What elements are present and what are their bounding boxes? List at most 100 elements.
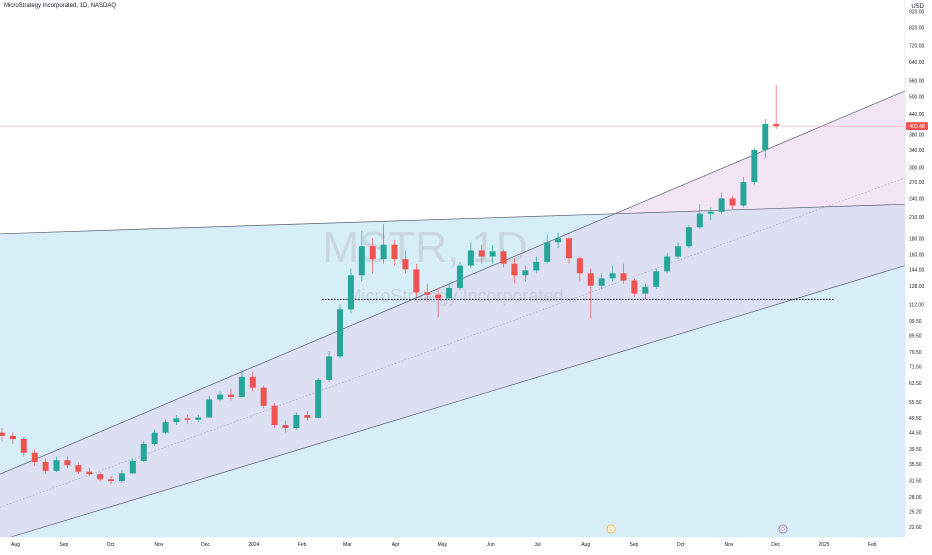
trendline-2[interactable] [0,177,906,508]
candle-body[interactable] [740,182,747,206]
candle-body[interactable] [86,471,93,475]
candle-body[interactable] [227,394,234,397]
y-tick-label: 39.50 [909,447,922,453]
candle-body[interactable] [729,198,736,206]
candle-body[interactable] [337,309,344,357]
candle-body[interactable] [31,452,38,463]
candle-body[interactable] [424,292,431,295]
candle-body[interactable] [315,379,322,418]
y-tick-label: 180.00 [909,236,925,242]
candle-body[interactable] [151,432,158,445]
candle-body[interactable] [467,250,474,266]
candle-body[interactable] [108,479,115,482]
trendline-1[interactable] [0,265,906,541]
candle-body[interactable] [118,473,125,482]
y-tick-label: 144.00 [909,267,925,273]
price-tag [906,122,928,131]
candle-body[interactable] [489,251,496,257]
x-tick-label: Oct [107,542,115,548]
candle-body[interactable] [631,280,638,294]
candle-body[interactable] [565,238,572,259]
candle-body[interactable] [555,238,562,243]
candle-body[interactable] [402,259,409,270]
candle-body[interactable] [609,273,616,279]
x-tick-label: Feb [298,542,307,548]
candle-body[interactable] [718,198,725,212]
candle-body[interactable] [260,387,267,406]
candle-body[interactable] [380,244,387,260]
candle-body[interactable] [271,405,278,426]
y-tick-label: 440.00 [909,112,925,118]
candle-body[interactable] [435,294,442,299]
candle-body[interactable] [282,425,289,429]
candle-body[interactable] [238,376,245,397]
candle-body[interactable] [75,465,82,472]
candle-body[interactable] [456,265,463,288]
candle-body[interactable] [195,417,202,420]
event-markers: E D [606,524,788,534]
x-tick-label: Jun [487,542,495,548]
y-tick-label: 89.50 [909,333,922,339]
trendline-3[interactable] [0,203,906,235]
candle-body[interactable] [347,275,354,310]
x-tick-label: Nov [154,542,163,548]
candle-body[interactable] [413,269,420,293]
candle-body[interactable] [140,444,147,461]
candle-body[interactable] [685,227,692,247]
candle-body[interactable] [217,394,224,400]
candle-body[interactable] [173,418,180,423]
y-tick-label: 35.50 [909,462,922,468]
candle-body[interactable] [478,250,485,257]
dividend-marker-label: D [781,527,785,533]
candle-body[interactable] [53,460,60,471]
candle-body[interactable] [576,258,583,274]
candle-body[interactable] [500,251,507,264]
candle-body[interactable] [587,273,594,286]
candle-body[interactable] [184,418,191,420]
candle-body[interactable] [129,460,136,474]
candle-body[interactable] [64,460,71,466]
candle-body[interactable] [522,270,529,276]
candle-body[interactable] [206,399,213,418]
candle-body[interactable] [707,211,714,214]
candle-body[interactable] [0,432,5,436]
candle-body[interactable] [446,287,453,299]
candle-body[interactable] [304,415,311,418]
candle-body[interactable] [598,278,605,286]
candle-body[interactable] [620,273,627,281]
candle-body[interactable] [249,376,256,388]
y-tick-label: 112.00 [909,302,924,308]
y-tick-label: 99.50 [909,319,922,325]
candle-body[interactable] [358,246,365,276]
candle-body[interactable] [533,261,540,271]
candle-body[interactable] [653,271,660,287]
candle-body[interactable] [369,246,376,260]
x-tick-label: Sep [630,542,639,548]
candle-body[interactable] [664,256,671,272]
candle-body[interactable] [696,213,703,228]
candle-body[interactable] [751,149,758,183]
candle-body[interactable] [42,462,49,471]
candle-body[interactable] [511,263,518,276]
candle-body[interactable] [9,435,16,440]
candle-body[interactable] [391,244,398,260]
candle-body[interactable] [293,415,300,429]
candle-body[interactable] [162,422,169,433]
y-tick-label: 210.00 [909,215,925,221]
candle-body[interactable] [544,242,551,262]
candle-body[interactable] [97,474,104,480]
candle-body[interactable] [20,439,27,453]
candle-body[interactable] [773,123,780,127]
candle-body[interactable] [326,356,333,380]
candle-body[interactable] [675,246,682,257]
candle-body[interactable] [762,123,769,150]
x-tick-label: Feb [868,542,877,548]
candle-body[interactable] [642,286,649,294]
dividend-marker-circle[interactable] [778,524,788,534]
earnings-marker-circle[interactable] [606,524,616,534]
y-tick-label: 49.50 [909,416,922,422]
y-tick-label: 300.00 [909,165,925,171]
y-tick-label: 79.50 [909,350,922,356]
